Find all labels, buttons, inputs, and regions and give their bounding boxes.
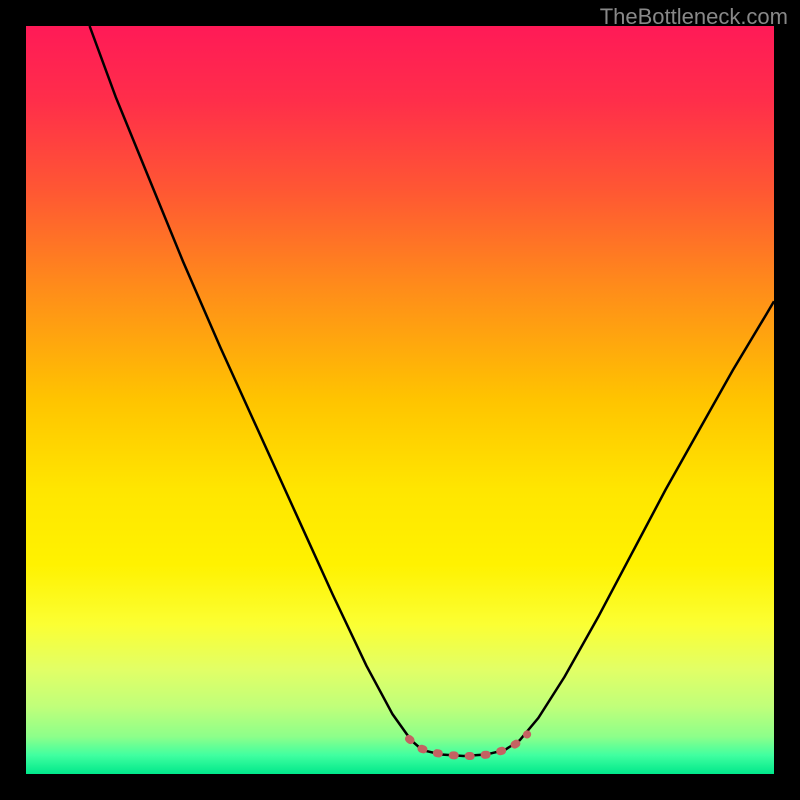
chart-background (26, 26, 774, 774)
chart-svg (26, 26, 774, 774)
bottleneck-curve-chart (26, 26, 774, 774)
watermark-text: TheBottleneck.com (600, 4, 788, 30)
